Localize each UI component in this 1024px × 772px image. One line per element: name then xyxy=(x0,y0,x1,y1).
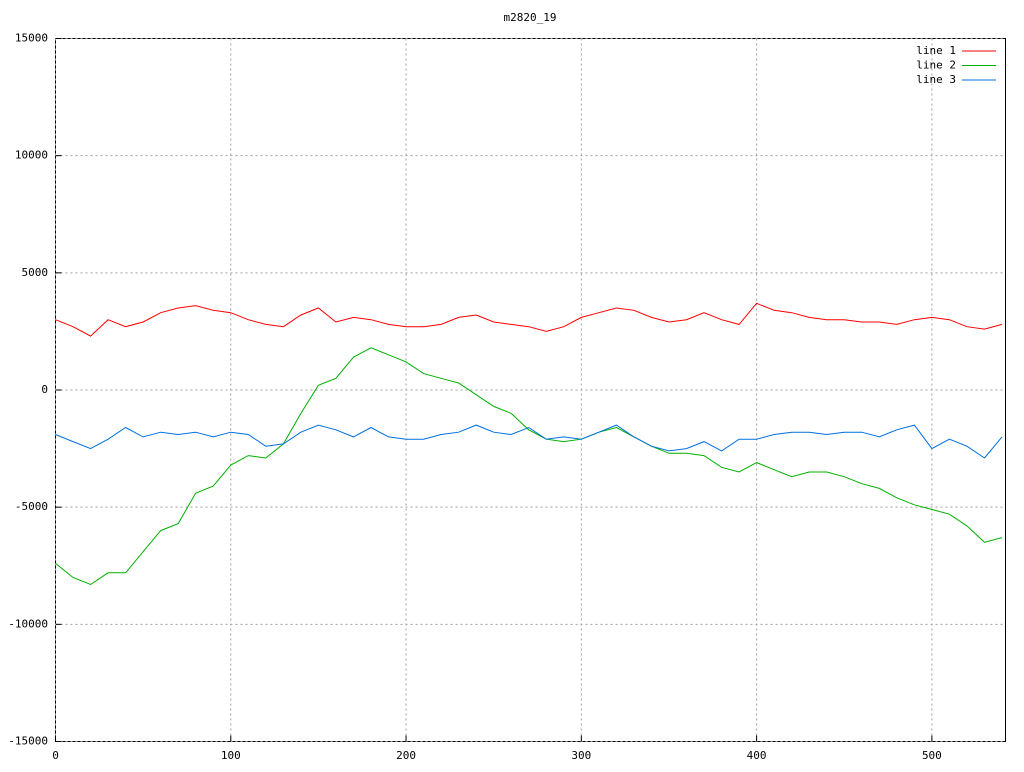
data-line xyxy=(55,347,1003,586)
y-tick-label: 0 xyxy=(41,383,48,396)
legend-label: line 2 xyxy=(916,59,956,72)
x-tick-label: 200 xyxy=(396,749,416,762)
y-tick-label: 15000 xyxy=(15,32,48,45)
legend-label: line 1 xyxy=(916,44,956,57)
x-tick-label: 500 xyxy=(922,749,942,762)
y-tick-label: -5000 xyxy=(15,500,48,513)
data-line xyxy=(55,424,1003,459)
y-tick-label: 5000 xyxy=(22,266,49,279)
x-tick-label: 300 xyxy=(571,749,591,762)
chart-title: m2820_19 xyxy=(504,11,557,24)
x-tick-label: 0 xyxy=(52,749,59,762)
y-tick-label: 10000 xyxy=(15,149,48,162)
legend-label: line 3 xyxy=(916,73,956,86)
data-line xyxy=(55,302,1003,337)
x-tick-label: 100 xyxy=(221,749,241,762)
y-tick-label: -10000 xyxy=(8,617,48,630)
x-tick-label: 400 xyxy=(747,749,767,762)
y-tick-label: -15000 xyxy=(8,735,48,748)
